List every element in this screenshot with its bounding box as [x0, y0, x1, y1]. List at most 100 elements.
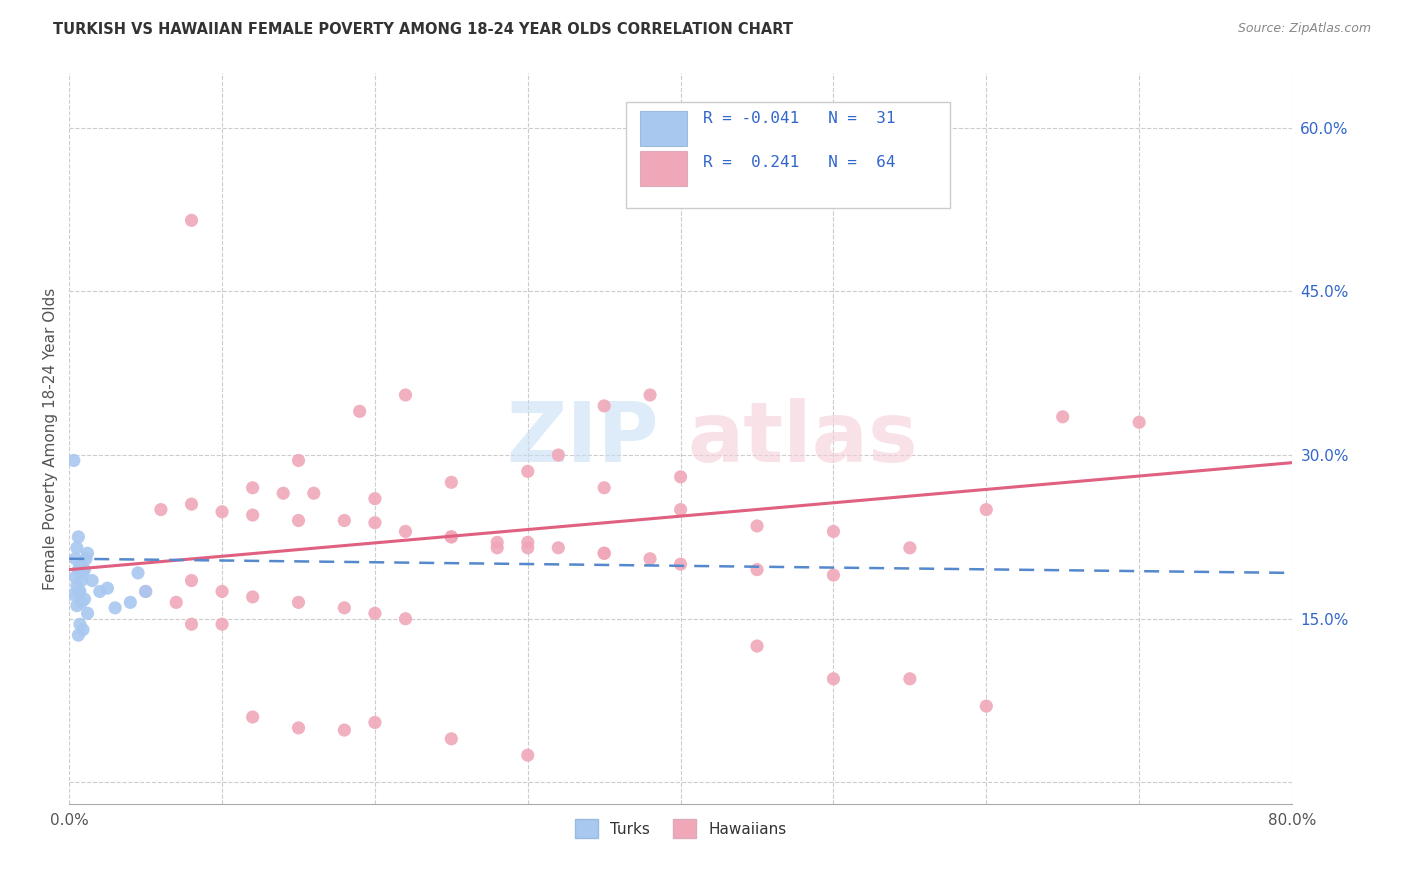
Point: [516, 464, 538, 478]
Point: [63, 588, 86, 602]
Point: [394, 524, 416, 539]
Point: [67, 584, 90, 599]
Point: [486, 535, 509, 549]
Point: [242, 710, 264, 724]
Point: [638, 551, 661, 566]
Point: [669, 502, 692, 516]
Text: R =  0.241   N =  64: R = 0.241 N = 64: [703, 154, 896, 169]
Point: [66, 579, 89, 593]
Point: [440, 530, 463, 544]
Point: [669, 470, 692, 484]
Point: [287, 453, 309, 467]
Point: [70, 557, 93, 571]
Point: [364, 491, 387, 506]
Point: [76, 546, 98, 560]
Y-axis label: Female Poverty Among 18-24 Year Olds: Female Poverty Among 18-24 Year Olds: [44, 287, 58, 590]
Point: [211, 505, 233, 519]
Point: [745, 563, 768, 577]
Point: [364, 516, 387, 530]
Point: [69, 584, 91, 599]
Point: [486, 541, 509, 555]
Point: [333, 514, 356, 528]
Point: [180, 497, 202, 511]
Point: [96, 581, 118, 595]
Point: [333, 600, 356, 615]
Point: [516, 535, 538, 549]
Point: [66, 599, 89, 613]
Point: [242, 481, 264, 495]
Point: [211, 617, 233, 632]
Point: [287, 721, 309, 735]
Point: [180, 617, 202, 632]
Point: [638, 388, 661, 402]
Point: [70, 595, 93, 609]
Point: [69, 559, 91, 574]
Point: [165, 595, 187, 609]
Point: [242, 508, 264, 522]
Point: [394, 612, 416, 626]
Point: [104, 600, 127, 615]
Text: atlas: atlas: [688, 398, 918, 479]
Point: [89, 584, 111, 599]
Point: [180, 213, 202, 227]
Point: [72, 623, 94, 637]
Point: [516, 541, 538, 555]
Point: [669, 557, 692, 571]
Point: [69, 617, 91, 632]
Text: R = -0.041   N =  31: R = -0.041 N = 31: [703, 111, 896, 126]
Point: [242, 590, 264, 604]
Point: [349, 404, 371, 418]
Point: [67, 628, 90, 642]
Point: [76, 607, 98, 621]
Point: [823, 568, 845, 582]
Point: [593, 546, 616, 560]
Point: [65, 570, 87, 584]
Point: [745, 639, 768, 653]
Point: [149, 502, 172, 516]
Point: [440, 731, 463, 746]
Point: [898, 672, 921, 686]
Text: TURKISH VS HAWAIIAN FEMALE POVERTY AMONG 18-24 YEAR OLDS CORRELATION CHART: TURKISH VS HAWAIIAN FEMALE POVERTY AMONG…: [53, 22, 793, 37]
Text: Source: ZipAtlas.com: Source: ZipAtlas.com: [1237, 22, 1371, 36]
Point: [65, 551, 87, 566]
Point: [823, 672, 845, 686]
Point: [823, 524, 845, 539]
Point: [394, 388, 416, 402]
Point: [135, 584, 157, 599]
Point: [72, 566, 94, 580]
Point: [593, 481, 616, 495]
Point: [180, 574, 202, 588]
Point: [67, 530, 90, 544]
Point: [287, 514, 309, 528]
Point: [135, 584, 157, 599]
Point: [302, 486, 325, 500]
Point: [127, 566, 149, 580]
Point: [547, 448, 569, 462]
Point: [66, 541, 89, 555]
Point: [516, 748, 538, 763]
Point: [593, 399, 616, 413]
Point: [120, 595, 142, 609]
Point: [73, 563, 96, 577]
Point: [67, 563, 90, 577]
Text: ZIP: ZIP: [506, 398, 659, 479]
Point: [287, 595, 309, 609]
Point: [364, 715, 387, 730]
Point: [898, 541, 921, 555]
Point: [271, 486, 294, 500]
Point: [593, 546, 616, 560]
Point: [364, 607, 387, 621]
Point: [75, 551, 97, 566]
Point: [1128, 415, 1150, 429]
Point: [1052, 409, 1074, 424]
Point: [974, 502, 997, 516]
Point: [974, 699, 997, 714]
Point: [82, 574, 104, 588]
Point: [440, 475, 463, 490]
Point: [547, 541, 569, 555]
Point: [745, 519, 768, 533]
Point: [63, 453, 86, 467]
Point: [440, 530, 463, 544]
Legend: Turks, Hawaiians: Turks, Hawaiians: [569, 814, 793, 844]
Point: [73, 592, 96, 607]
